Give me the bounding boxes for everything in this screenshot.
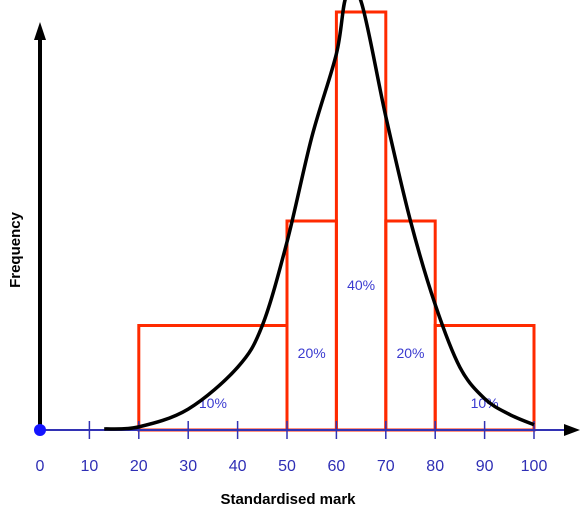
- x-tick-label: 60: [328, 458, 346, 475]
- bar-percent-label: 20%: [298, 345, 326, 361]
- x-tick-label: 30: [179, 458, 197, 475]
- x-tick-label: 0: [36, 458, 45, 475]
- x-tick-label: 50: [278, 458, 296, 475]
- x-tick-label: 100: [521, 458, 548, 475]
- bar-percent-label: 10%: [199, 395, 227, 411]
- x-tick-label: 20: [130, 458, 148, 475]
- y-axis-title: Frequency: [7, 211, 24, 288]
- x-tick-label: 80: [426, 458, 444, 475]
- bar-percent-label: 20%: [396, 345, 424, 361]
- bar-percent-label: 40%: [347, 277, 375, 293]
- bar-percent-label: 10%: [471, 395, 499, 411]
- x-axis-title: Standardised mark: [220, 491, 356, 508]
- x-tick-label: 40: [229, 458, 247, 475]
- x-ticks: 0 10 20 30 40 50 60 70 80 90 100: [36, 421, 548, 475]
- percent-labels: 10% 20% 40% 20% 10%: [199, 277, 499, 411]
- histogram-bar: [384, 219, 437, 432]
- x-axis-arrowhead: [564, 424, 580, 436]
- x-tick-label: 70: [377, 458, 395, 475]
- x-tick-label: 10: [81, 458, 99, 475]
- x-tick-label: 90: [476, 458, 494, 475]
- y-axis-arrowhead: [34, 22, 46, 40]
- bars-layer: [137, 10, 536, 432]
- histogram-bar: [285, 219, 338, 432]
- origin-marker: [34, 424, 46, 436]
- distribution-curve: [104, 0, 535, 431]
- histogram-bar: [137, 324, 289, 432]
